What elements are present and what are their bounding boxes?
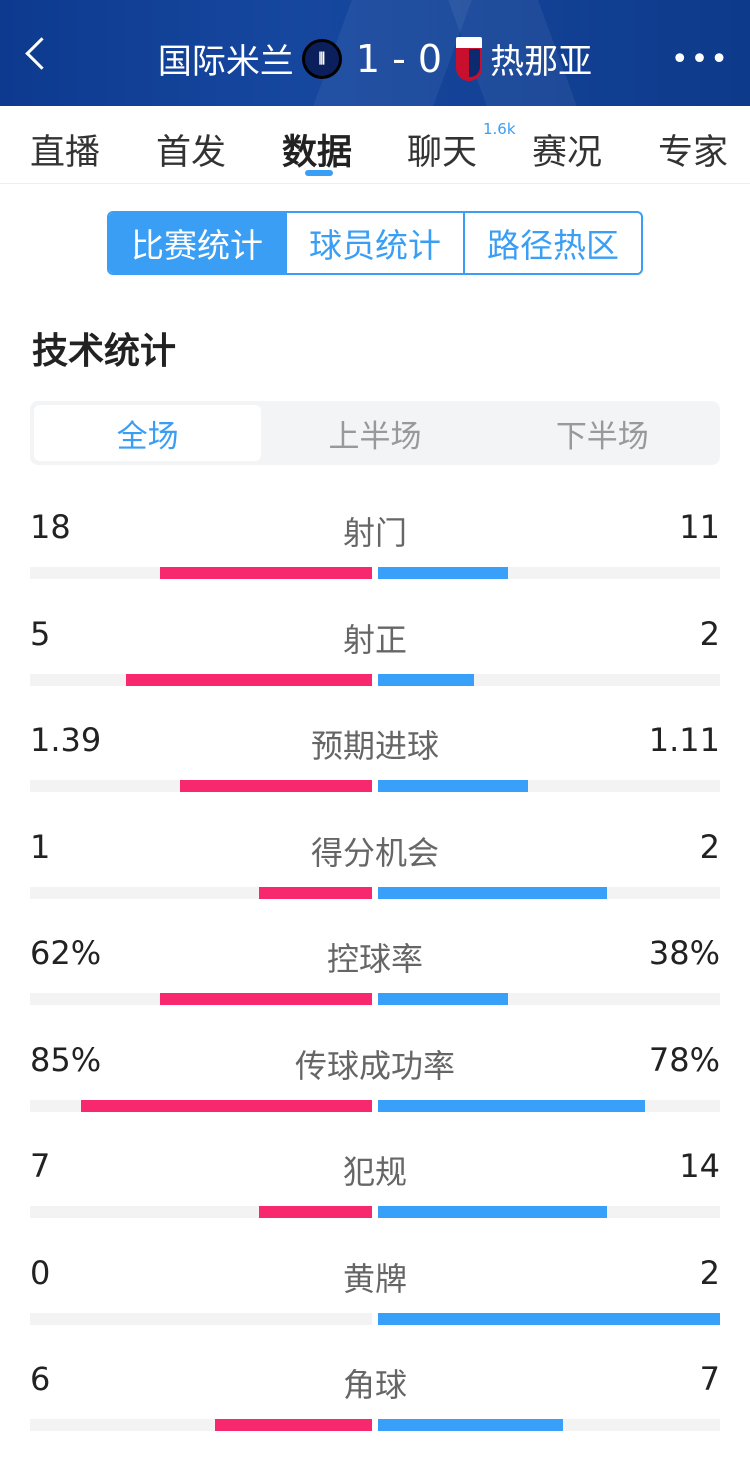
stat-name: 传球成功率: [294, 1046, 455, 1085]
period-second-half[interactable]: 下半场: [555, 418, 649, 455]
home-bar-track: [30, 780, 372, 792]
tab-chat[interactable]: 聊天: [407, 133, 478, 173]
away-bar-track: [378, 780, 720, 792]
away-bar-track: [378, 1419, 720, 1431]
stat-name: 预期进球: [310, 727, 439, 765]
home-bar-track: [30, 1312, 372, 1325]
home-bar-track: [30, 567, 372, 579]
away-bar-fill: [378, 1419, 563, 1431]
tab-events[interactable]: 赛况: [532, 133, 603, 173]
away-bar-track: [378, 567, 720, 579]
home-bar-fill: [259, 886, 372, 899]
home-value: 5: [30, 614, 51, 653]
away-bar-track: [378, 673, 720, 686]
tab-experts[interactable]: 专家: [658, 133, 729, 173]
home-bar-track: [30, 1419, 372, 1431]
away-bar-fill: [378, 1206, 608, 1218]
away-bar-fill: [378, 1099, 645, 1112]
stat-row: 7 犯规 14: [30, 1147, 720, 1247]
tab-data[interactable]: 数据: [282, 133, 353, 173]
chat-count-badge: 1.6k: [483, 120, 516, 138]
stat-row: 0 黄牌 2: [30, 1254, 720, 1354]
away-team-name: 热那亚: [490, 42, 593, 82]
away-value: 2: [699, 827, 720, 866]
away-bar-fill: [378, 993, 508, 1005]
away-value: 78%: [648, 1040, 720, 1079]
home-value: 85%: [30, 1040, 102, 1079]
score: 1 - 0: [355, 36, 443, 81]
stat-row: 18 射门 11: [30, 508, 720, 608]
home-team-name: 国际米兰: [157, 42, 294, 82]
away-bar-track: [378, 1206, 720, 1218]
stat-row: 6 角球 7: [30, 1360, 720, 1460]
home-value: 0: [30, 1253, 51, 1292]
home-value: 6: [30, 1360, 51, 1398]
away-bar-fill: [378, 673, 474, 686]
away-value: 7: [699, 1360, 720, 1398]
home-value: 1.39: [30, 721, 102, 759]
segment-player-stats[interactable]: 球员统计: [285, 213, 463, 273]
home-bar-track: [30, 993, 372, 1005]
match-title: 国际米兰 ⫼ 1 - 0 热那亚: [0, 34, 750, 83]
stat-row: 62% 控球率 38%: [30, 934, 720, 1034]
away-bar-track: [378, 1312, 720, 1325]
away-bar-fill: [378, 1312, 720, 1325]
tab-live[interactable]: 直播: [30, 133, 101, 173]
stat-name: 控球率: [326, 940, 423, 978]
home-value: 7: [30, 1147, 51, 1185]
away-bar-track: [378, 886, 720, 899]
stat-name: 得分机会: [310, 833, 439, 872]
home-bar-fill: [180, 780, 372, 792]
period-first-half[interactable]: 上半场: [328, 418, 422, 455]
away-value: 38%: [648, 934, 720, 972]
home-bar-track: [30, 673, 372, 686]
tab-lineup[interactable]: 首发: [156, 133, 227, 173]
home-bar-fill: [81, 1099, 372, 1112]
stat-name: 射门: [342, 514, 407, 552]
stat-name: 黄牌: [342, 1259, 407, 1298]
stat-name: 射正: [342, 620, 407, 659]
genoa-crest-icon: [456, 36, 483, 81]
home-value: 62%: [30, 934, 102, 972]
stat-row: 5 射正 2: [30, 615, 720, 715]
away-bar-fill: [378, 567, 508, 579]
home-bar-fill: [159, 993, 372, 1005]
stat-row: 85% 传球成功率 78%: [30, 1041, 720, 1141]
segment-match-stats[interactable]: 比赛统计: [109, 213, 285, 273]
section-title: 技术统计: [32, 331, 177, 372]
home-bar-fill: [159, 567, 372, 579]
stats-segment-control: 比赛统计 球员统计 路径热区: [107, 211, 643, 275]
away-bar-track: [378, 993, 720, 1005]
inter-crest-icon: ⫼: [301, 38, 342, 79]
home-bar-fill: [125, 673, 372, 686]
stat-row: 1.39 预期进球 1.11: [30, 721, 720, 821]
active-tab-indicator: [305, 170, 333, 176]
match-header: 国际米兰 ⫼ 1 - 0 热那亚 •••: [0, 0, 750, 106]
away-value: 14: [679, 1147, 720, 1185]
home-bar-track: [30, 886, 372, 899]
segment-heatmap[interactable]: 路径热区: [463, 213, 641, 273]
more-ellipsis-icon[interactable]: •••: [670, 42, 730, 77]
period-full[interactable]: 全场: [34, 405, 262, 461]
stat-row: 1 得分机会 2: [30, 828, 720, 928]
main-tabs: 直播 首发 数据 聊天 1.6k 赛况 专家: [0, 106, 750, 184]
away-value: 1.11: [648, 721, 720, 759]
home-bar-track: [30, 1099, 372, 1112]
stat-name: 犯规: [342, 1153, 407, 1191]
home-value: 1: [30, 827, 51, 866]
home-value: 18: [30, 508, 71, 546]
stat-name: 角球: [342, 1366, 407, 1404]
away-bar-fill: [378, 886, 608, 899]
home-bar-fill: [214, 1419, 372, 1431]
away-bar-track: [378, 1099, 720, 1112]
away-bar-fill: [378, 780, 529, 792]
away-value: 11: [679, 508, 720, 546]
home-bar-fill: [259, 1206, 372, 1218]
away-value: 2: [699, 614, 720, 653]
period-selector: 全场 上半场 下半场: [30, 401, 720, 465]
home-bar-track: [30, 1206, 372, 1218]
away-value: 2: [699, 1253, 720, 1292]
